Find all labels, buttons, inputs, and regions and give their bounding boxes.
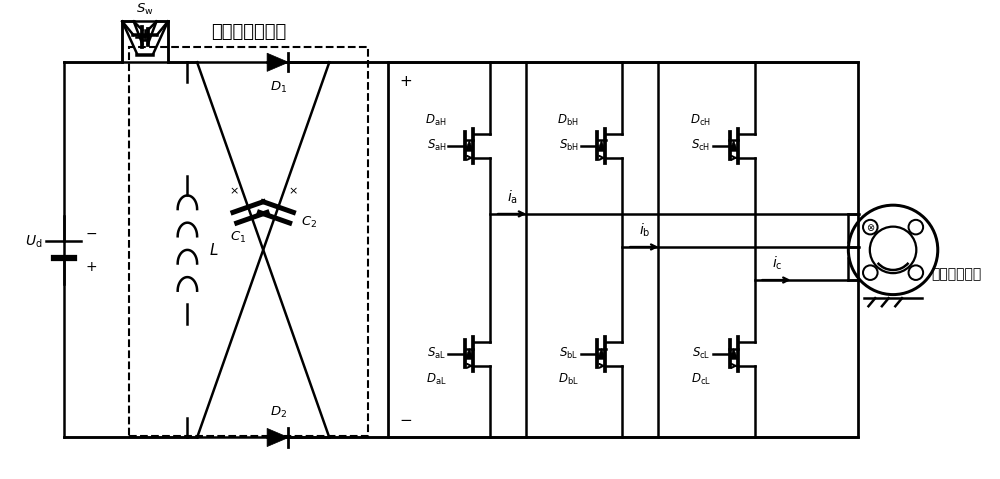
Text: $\otimes$: $\otimes$ (866, 222, 875, 233)
Text: $S_{\rm cH}$: $S_{\rm cH}$ (691, 138, 711, 153)
Text: $S_{\rm bL}$: $S_{\rm bL}$ (559, 346, 579, 362)
Polygon shape (465, 349, 473, 359)
Text: $i_{\rm b}$: $i_{\rm b}$ (639, 222, 651, 239)
Text: $D_{\rm cL}$: $D_{\rm cL}$ (691, 372, 711, 387)
Text: $D_{\rm aL}$: $D_{\rm aL}$ (426, 372, 446, 387)
Text: $+$: $+$ (399, 74, 412, 89)
Text: $i_{\rm c}$: $i_{\rm c}$ (772, 255, 782, 272)
Text: $\times$: $\times$ (288, 186, 298, 196)
Text: $-$: $-$ (85, 226, 97, 240)
Polygon shape (267, 428, 288, 446)
Text: $D_1$: $D_1$ (270, 80, 287, 95)
Text: 无刷直流电机: 无刷直流电机 (931, 267, 981, 282)
Text: $S_{\rm w}$: $S_{\rm w}$ (136, 1, 154, 17)
Text: $D_2$: $D_2$ (270, 405, 287, 420)
Text: $S_{\rm bH}$: $S_{\rm bH}$ (559, 138, 579, 153)
Text: $D_{\rm cH}$: $D_{\rm cH}$ (690, 113, 711, 128)
Text: $D_{\rm bH}$: $D_{\rm bH}$ (557, 113, 579, 128)
Text: $C_1$: $C_1$ (230, 230, 246, 245)
Text: $-$: $-$ (399, 411, 412, 426)
Text: $D_{\rm aH}$: $D_{\rm aH}$ (425, 113, 446, 128)
Text: $C_2$: $C_2$ (301, 215, 317, 229)
Text: $D_{\rm bL}$: $D_{\rm bL}$ (558, 372, 579, 387)
Polygon shape (465, 140, 473, 151)
Polygon shape (267, 53, 288, 71)
Polygon shape (729, 140, 738, 151)
Text: $U_{\rm d}$: $U_{\rm d}$ (25, 234, 43, 251)
Text: $S_{\rm aH}$: $S_{\rm aH}$ (427, 138, 446, 153)
Polygon shape (597, 140, 606, 151)
Text: $\times$: $\times$ (229, 186, 238, 196)
Polygon shape (597, 349, 606, 359)
Polygon shape (729, 349, 738, 359)
Text: $+$: $+$ (85, 261, 97, 274)
Text: 二极管辅助网络: 二极管辅助网络 (211, 23, 286, 41)
Text: $i_{\rm a}$: $i_{\rm a}$ (507, 189, 518, 206)
Polygon shape (142, 34, 148, 40)
Text: $S_{\rm cL}$: $S_{\rm cL}$ (692, 346, 711, 362)
Text: $S_{\rm aL}$: $S_{\rm aL}$ (427, 346, 446, 362)
Text: $L$: $L$ (209, 242, 218, 258)
